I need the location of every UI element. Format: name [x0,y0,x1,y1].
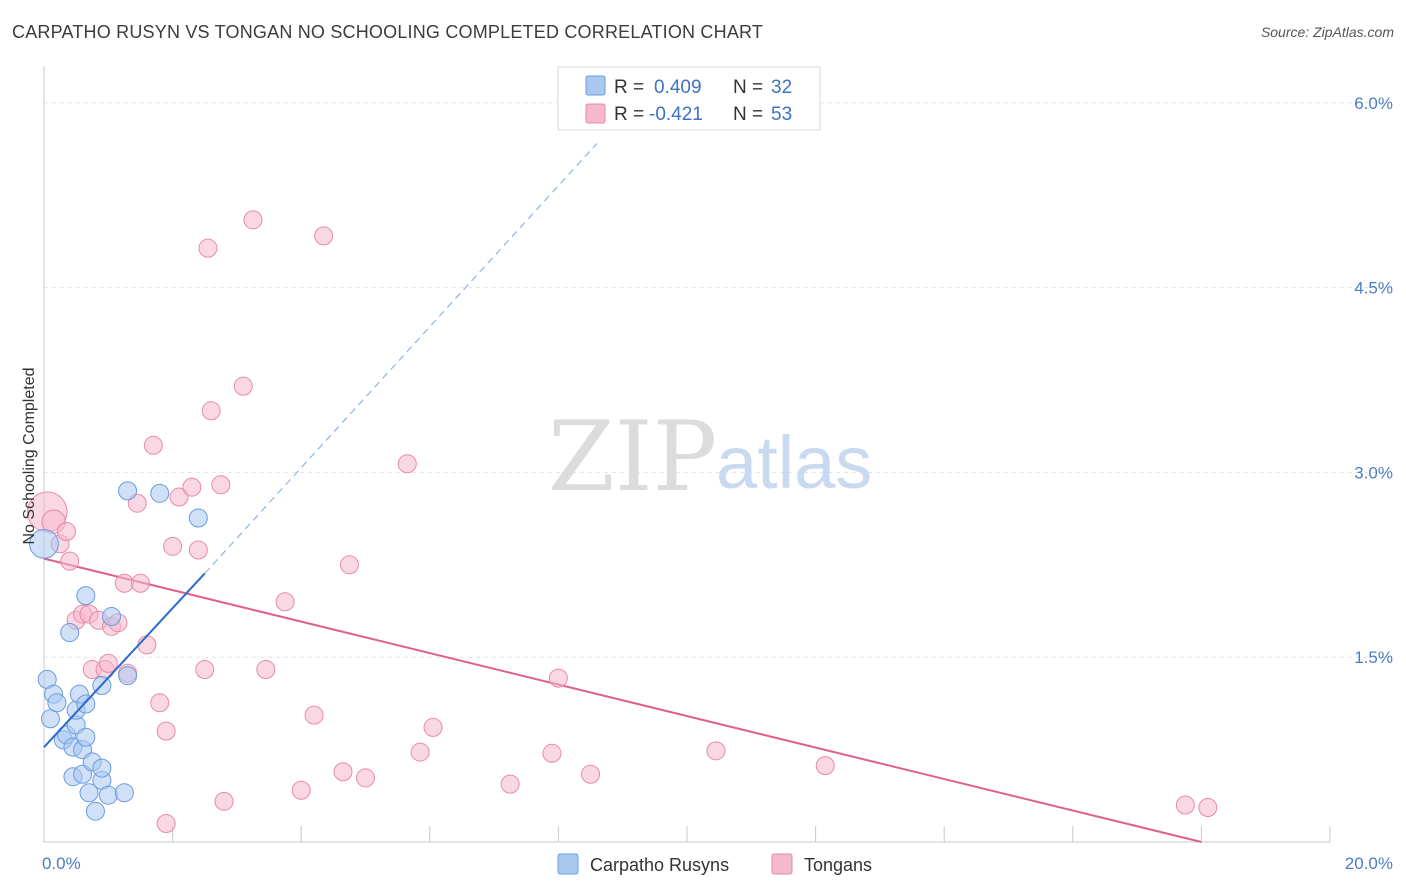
point-tongans-38 [314,226,334,246]
series-label-tongans: Tongans [804,855,872,875]
point-tongans-11 [98,653,118,673]
point-carpatho-rusyns-28 [118,481,138,501]
y-axis-label: No Schooling Completed [21,368,38,545]
trend-line-carpatho-rusyns [43,572,206,748]
point-tongans-48 [581,764,601,784]
point-carpatho-rusyns-30 [188,508,208,528]
watermark: ZIP atlas [548,401,872,513]
point-tongans-16 [130,573,150,593]
point-tongans-39 [333,762,353,782]
point-tongans-18 [137,635,157,655]
legend-n-label-blue: N = [733,77,763,98]
point-tongans-47 [548,668,568,688]
legend-r-label-pink: R = [614,104,644,125]
point-tongans-28 [198,238,218,258]
point-carpatho-rusyns-16 [76,694,96,714]
point-tongans-52 [1198,798,1218,818]
trend-layer [43,143,1202,843]
point-tongans-4 [60,551,80,571]
x-tick-label-0: 0.0% [42,854,81,873]
trend-line-carpatho-rusyns-extension [204,143,598,574]
point-tongans-19 [143,435,163,455]
legend-r-value-pink: -0.421 [649,104,703,125]
point-tongans-32 [233,376,253,396]
y-tick-label-0: 1.5% [1354,648,1393,667]
legend-swatch-pink [585,103,606,124]
point-tongans-45 [500,774,520,794]
legend-n-value-blue: 32 [771,77,792,98]
series-legend: Carpatho Rusyns Tongans [557,853,872,875]
point-carpatho-rusyns-17 [76,586,96,606]
point-tongans-41 [356,768,375,788]
stats-legend: R = 0.409 N = 32 R = -0.421 N = 53 [557,66,821,131]
series-swatch-carpatho-rusyns [557,853,579,875]
x-tick-label-1: 20.0% [1345,854,1393,873]
point-tongans-24 [169,487,189,507]
point-tongans-35 [275,592,295,612]
point-tongans-51 [1175,795,1195,815]
point-tongans-20 [150,693,170,713]
point-tongans-22 [156,814,176,834]
point-tongans-33 [243,210,263,230]
point-tongans-29 [201,401,221,421]
point-tongans-25 [182,477,202,497]
point-tongans-21 [156,721,176,741]
point-carpatho-rusyns-4 [47,693,67,713]
point-tongans-31 [214,791,234,811]
chart-title: CARPATHO RUSYN VS TONGAN NO SCHOOLING CO… [12,22,764,42]
point-tongans-36 [291,780,311,800]
legend-r-value-blue: 0.409 [654,77,702,98]
point-tongans-34 [256,660,276,680]
point-tongans-23 [163,536,183,556]
point-tongans-44 [423,717,443,737]
legend-r-label-blue: R = [614,77,644,98]
series-swatch-tongans [771,853,793,875]
legend-n-label-pink: N = [733,104,763,125]
point-carpatho-rusyns-0 [29,528,59,559]
grid-layer [44,102,1392,658]
point-tongans-26 [188,540,208,560]
legend-swatch-blue [585,75,606,96]
chart-source: Source: ZipAtlas.com [1260,24,1394,40]
point-carpatho-rusyns-22 [92,758,112,778]
point-carpatho-rusyns-10 [60,623,80,643]
point-carpatho-rusyns-26 [114,783,134,803]
watermark-atlas: atlas [716,421,872,504]
legend-n-value-pink: 53 [771,104,792,125]
point-tongans-50 [815,756,835,776]
watermark-zip: ZIP [548,401,717,513]
point-carpatho-rusyns-18 [79,783,99,803]
point-tongans-49 [706,741,726,761]
y-tick-label-1: 3.0% [1354,463,1393,482]
point-tongans-27 [195,660,215,680]
point-tongans-43 [410,742,430,762]
point-carpatho-rusyns-29 [150,483,170,503]
point-tongans-37 [304,705,324,725]
tick-label-layer: 1.5% 3.0% 4.5% 6.0% 0.0% 20.0% [42,94,1393,873]
point-layer [26,210,1218,834]
y-tick-label-3: 6.0% [1354,94,1393,113]
trend-line-tongans [43,557,1202,843]
point-carpatho-rusyns-25 [102,607,122,627]
point-tongans-3 [57,522,77,542]
point-tongans-42 [397,454,417,474]
point-carpatho-rusyns-24 [98,785,118,805]
point-carpatho-rusyns-13 [76,727,96,747]
point-tongans-14 [114,573,134,593]
series-label-carpatho-rusyns: Carpatho Rusyns [590,855,729,875]
point-tongans-30 [211,475,231,495]
point-carpatho-rusyns-3 [40,709,60,729]
point-tongans-46 [542,743,562,763]
point-carpatho-rusyns-27 [118,666,138,686]
y-tick-label-2: 4.5% [1354,279,1393,298]
point-tongans-40 [339,555,359,575]
point-carpatho-rusyns-20 [85,801,105,821]
